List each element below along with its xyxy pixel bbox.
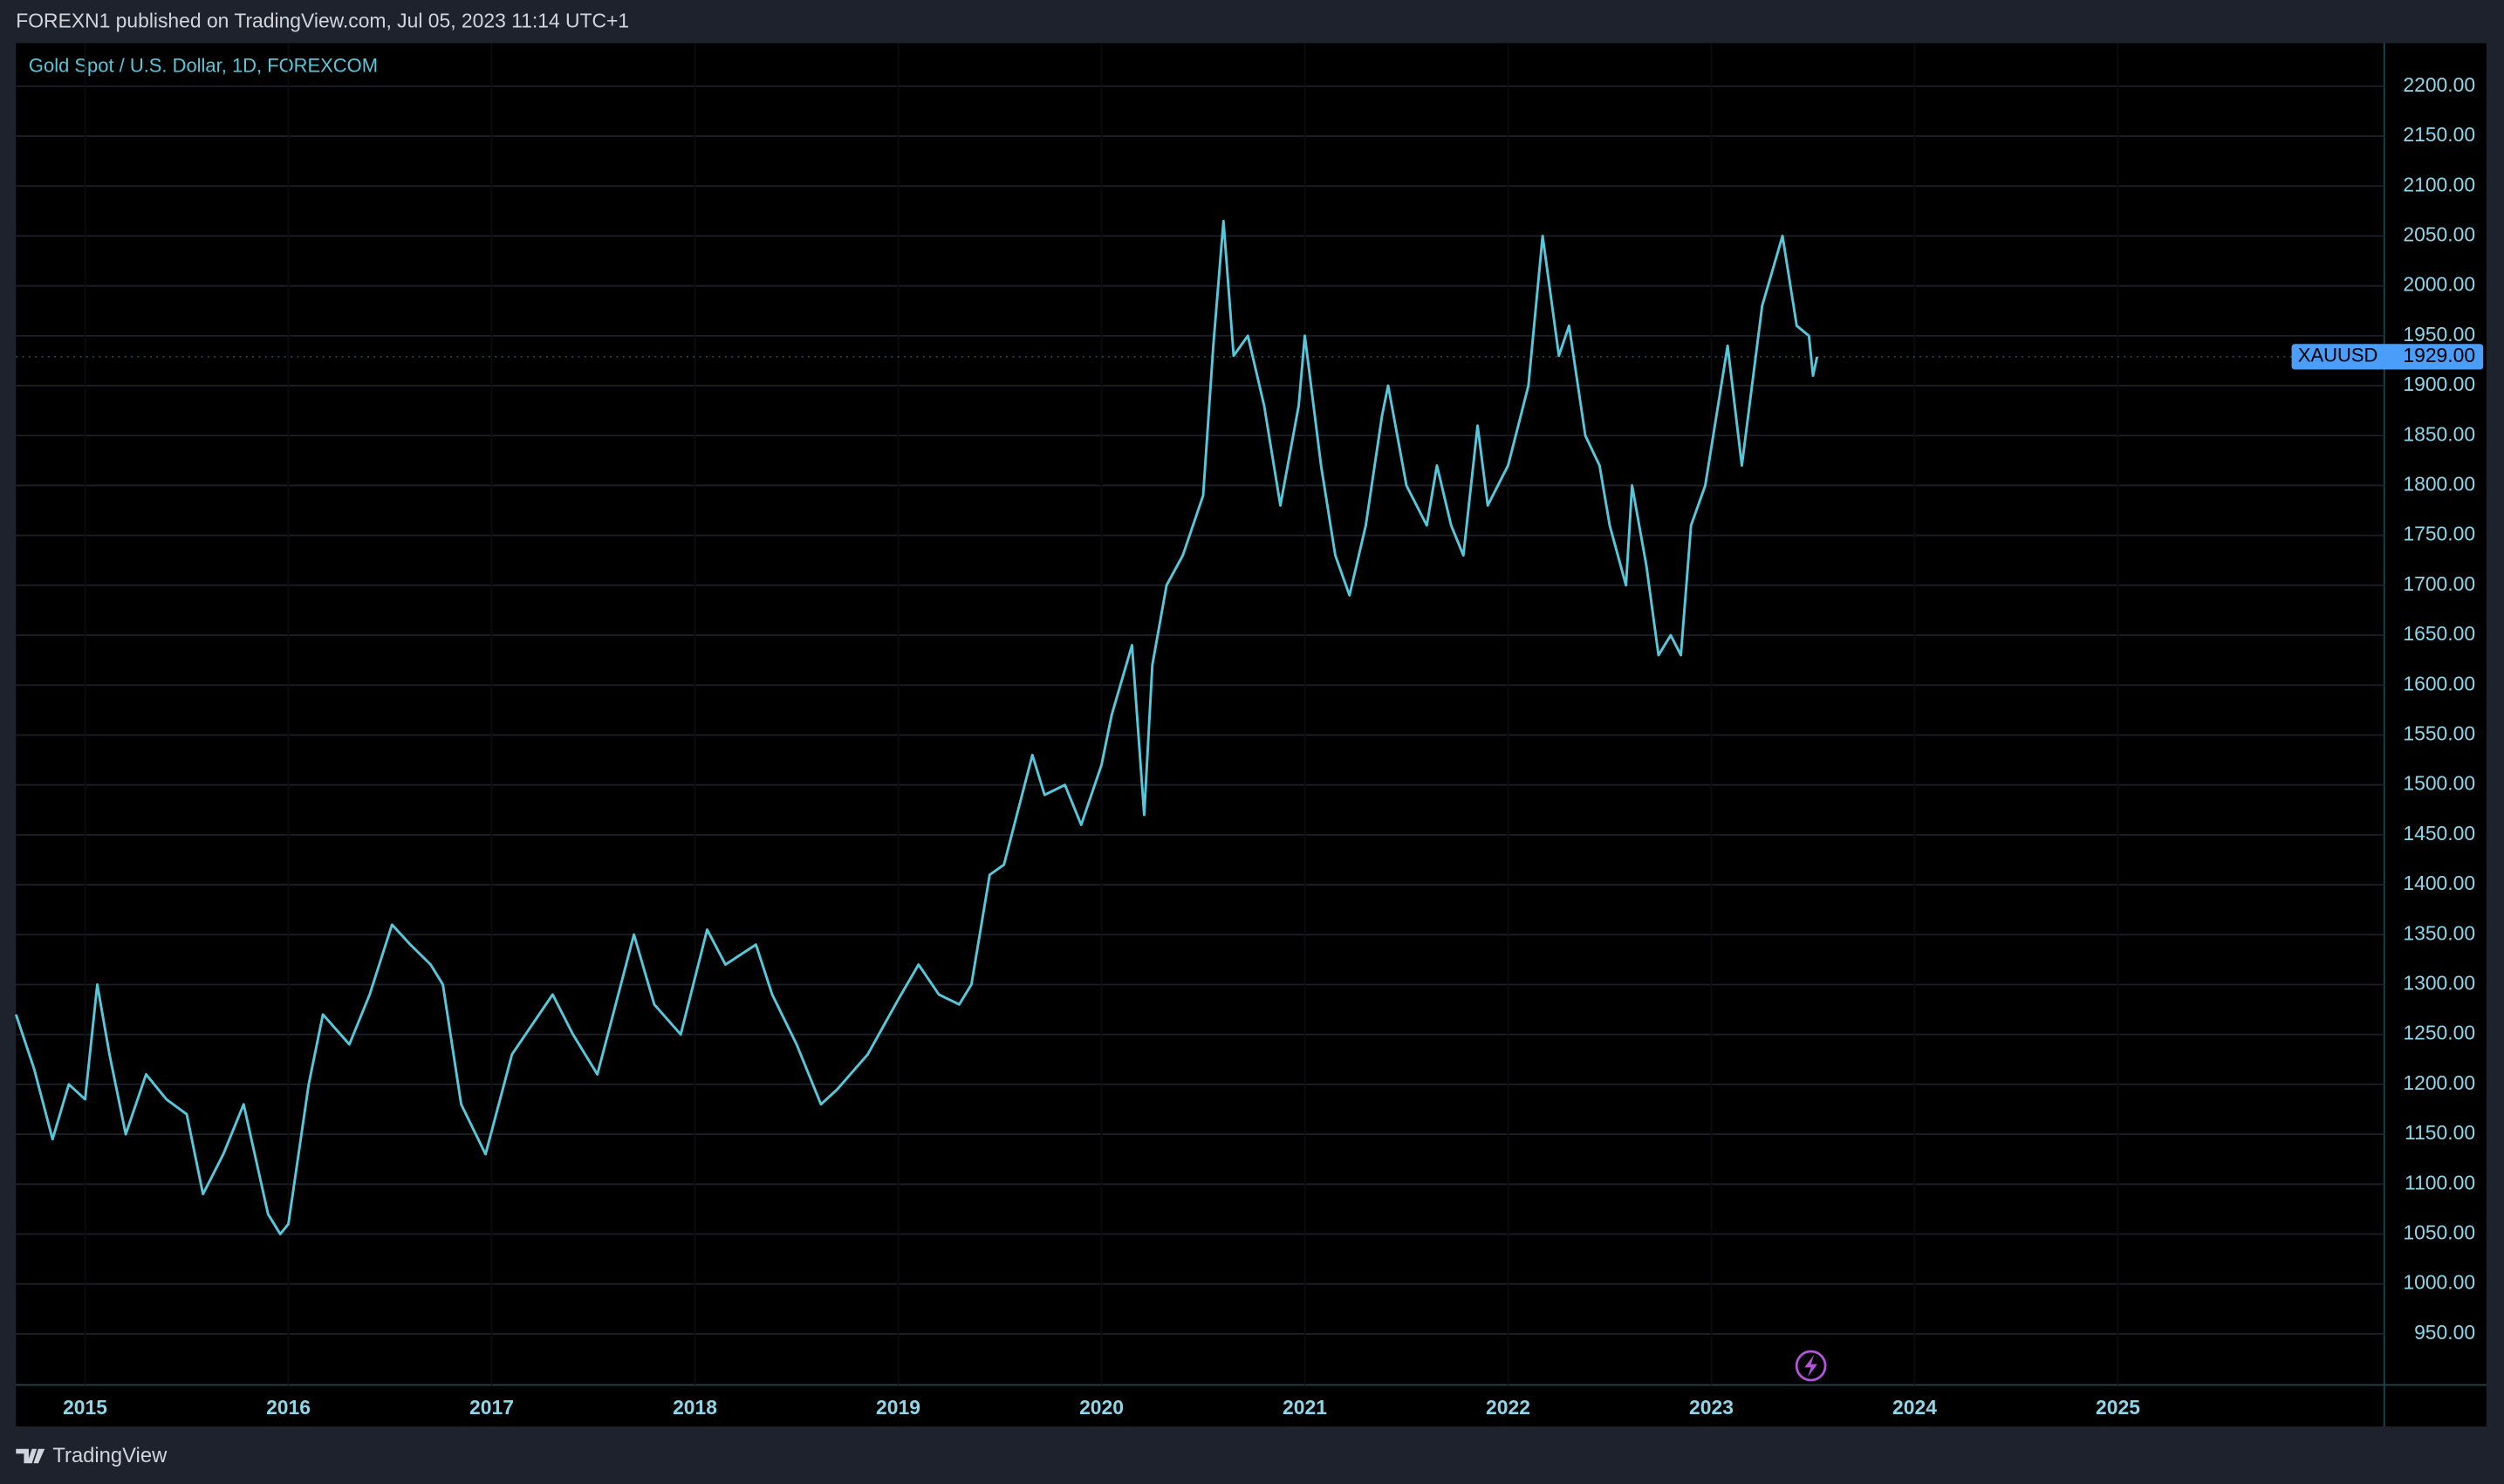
y-tick-label: 1950.00 [2403, 323, 2475, 345]
y-tick-label: 1850.00 [2403, 422, 2475, 445]
brand: TradingView [52, 1444, 168, 1467]
published-info: FOREXN1 published on TradingView.com, Ju… [16, 10, 629, 32]
x-tick-label: 2016 [266, 1396, 311, 1419]
y-tick-label: 1200.00 [2403, 1071, 2475, 1094]
x-tick-label: 2015 [63, 1396, 107, 1419]
x-tick-label: 2022 [1486, 1396, 1530, 1419]
y-tick-label: 1600.00 [2403, 672, 2475, 694]
y-tick-label: 1500.00 [2403, 772, 2475, 795]
last-price-badge [2291, 344, 2484, 370]
y-tick-label: 2000.00 [2403, 273, 2475, 296]
x-tick-label: 2024 [1892, 1396, 1937, 1419]
replay-icon[interactable] [1795, 1350, 1827, 1382]
y-tick-label: 1100.00 [2405, 1171, 2475, 1193]
tradingview-logo[interactable]: TradingView [16, 1444, 168, 1467]
price-line [14, 219, 1819, 1235]
y-tick-label: 1700.00 [2403, 572, 2475, 595]
chart-title: Gold Spot / U.S. Dollar, 1D, FOREXCOM [29, 55, 378, 77]
x-tick-label: 2025 [2096, 1396, 2140, 1419]
y-tick-label: 1800.00 [2403, 473, 2475, 496]
x-tick-label: 2017 [469, 1396, 514, 1419]
y-tick-label: 1050.00 [2403, 1221, 2475, 1244]
x-tick-label: 2018 [673, 1396, 717, 1419]
x-tick-label: 2020 [1079, 1396, 1124, 1419]
x-tick-label: 2021 [1283, 1396, 1327, 1419]
y-tick-label: 1000.00 [2403, 1271, 2475, 1294]
x-tick-label: 2019 [876, 1396, 920, 1419]
y-tick-label: 1550.00 [2403, 722, 2475, 745]
last-price-label: 1929.00 [2403, 344, 2475, 366]
y-tick-label: 1350.00 [2403, 921, 2475, 944]
y-tick-label: 950.00 [2414, 1321, 2475, 1344]
y-tick-label: 1650.00 [2403, 622, 2475, 645]
y-tick-label: 2100.00 [2403, 173, 2475, 195]
x-tick-label: 2023 [1689, 1396, 1734, 1419]
y-tick-label: 2200.00 [2403, 73, 2475, 96]
y-tick-label: 1300.00 [2403, 972, 2475, 995]
y-tick-label: 1250.00 [2403, 1022, 2475, 1044]
y-tick-label: 2150.00 [2403, 123, 2475, 146]
y-tick-label: 2050.00 [2403, 223, 2475, 246]
y-tick-label: 1750.00 [2403, 523, 2475, 545]
y-tick-label: 1150.00 [2405, 1121, 2475, 1144]
y-tick-label: 1900.00 [2403, 373, 2475, 395]
y-tick-label: 1400.00 [2403, 872, 2475, 894]
y-tick-label: 1450.00 [2403, 822, 2475, 845]
last-price-symbol: XAUUSD [2298, 345, 2377, 366]
